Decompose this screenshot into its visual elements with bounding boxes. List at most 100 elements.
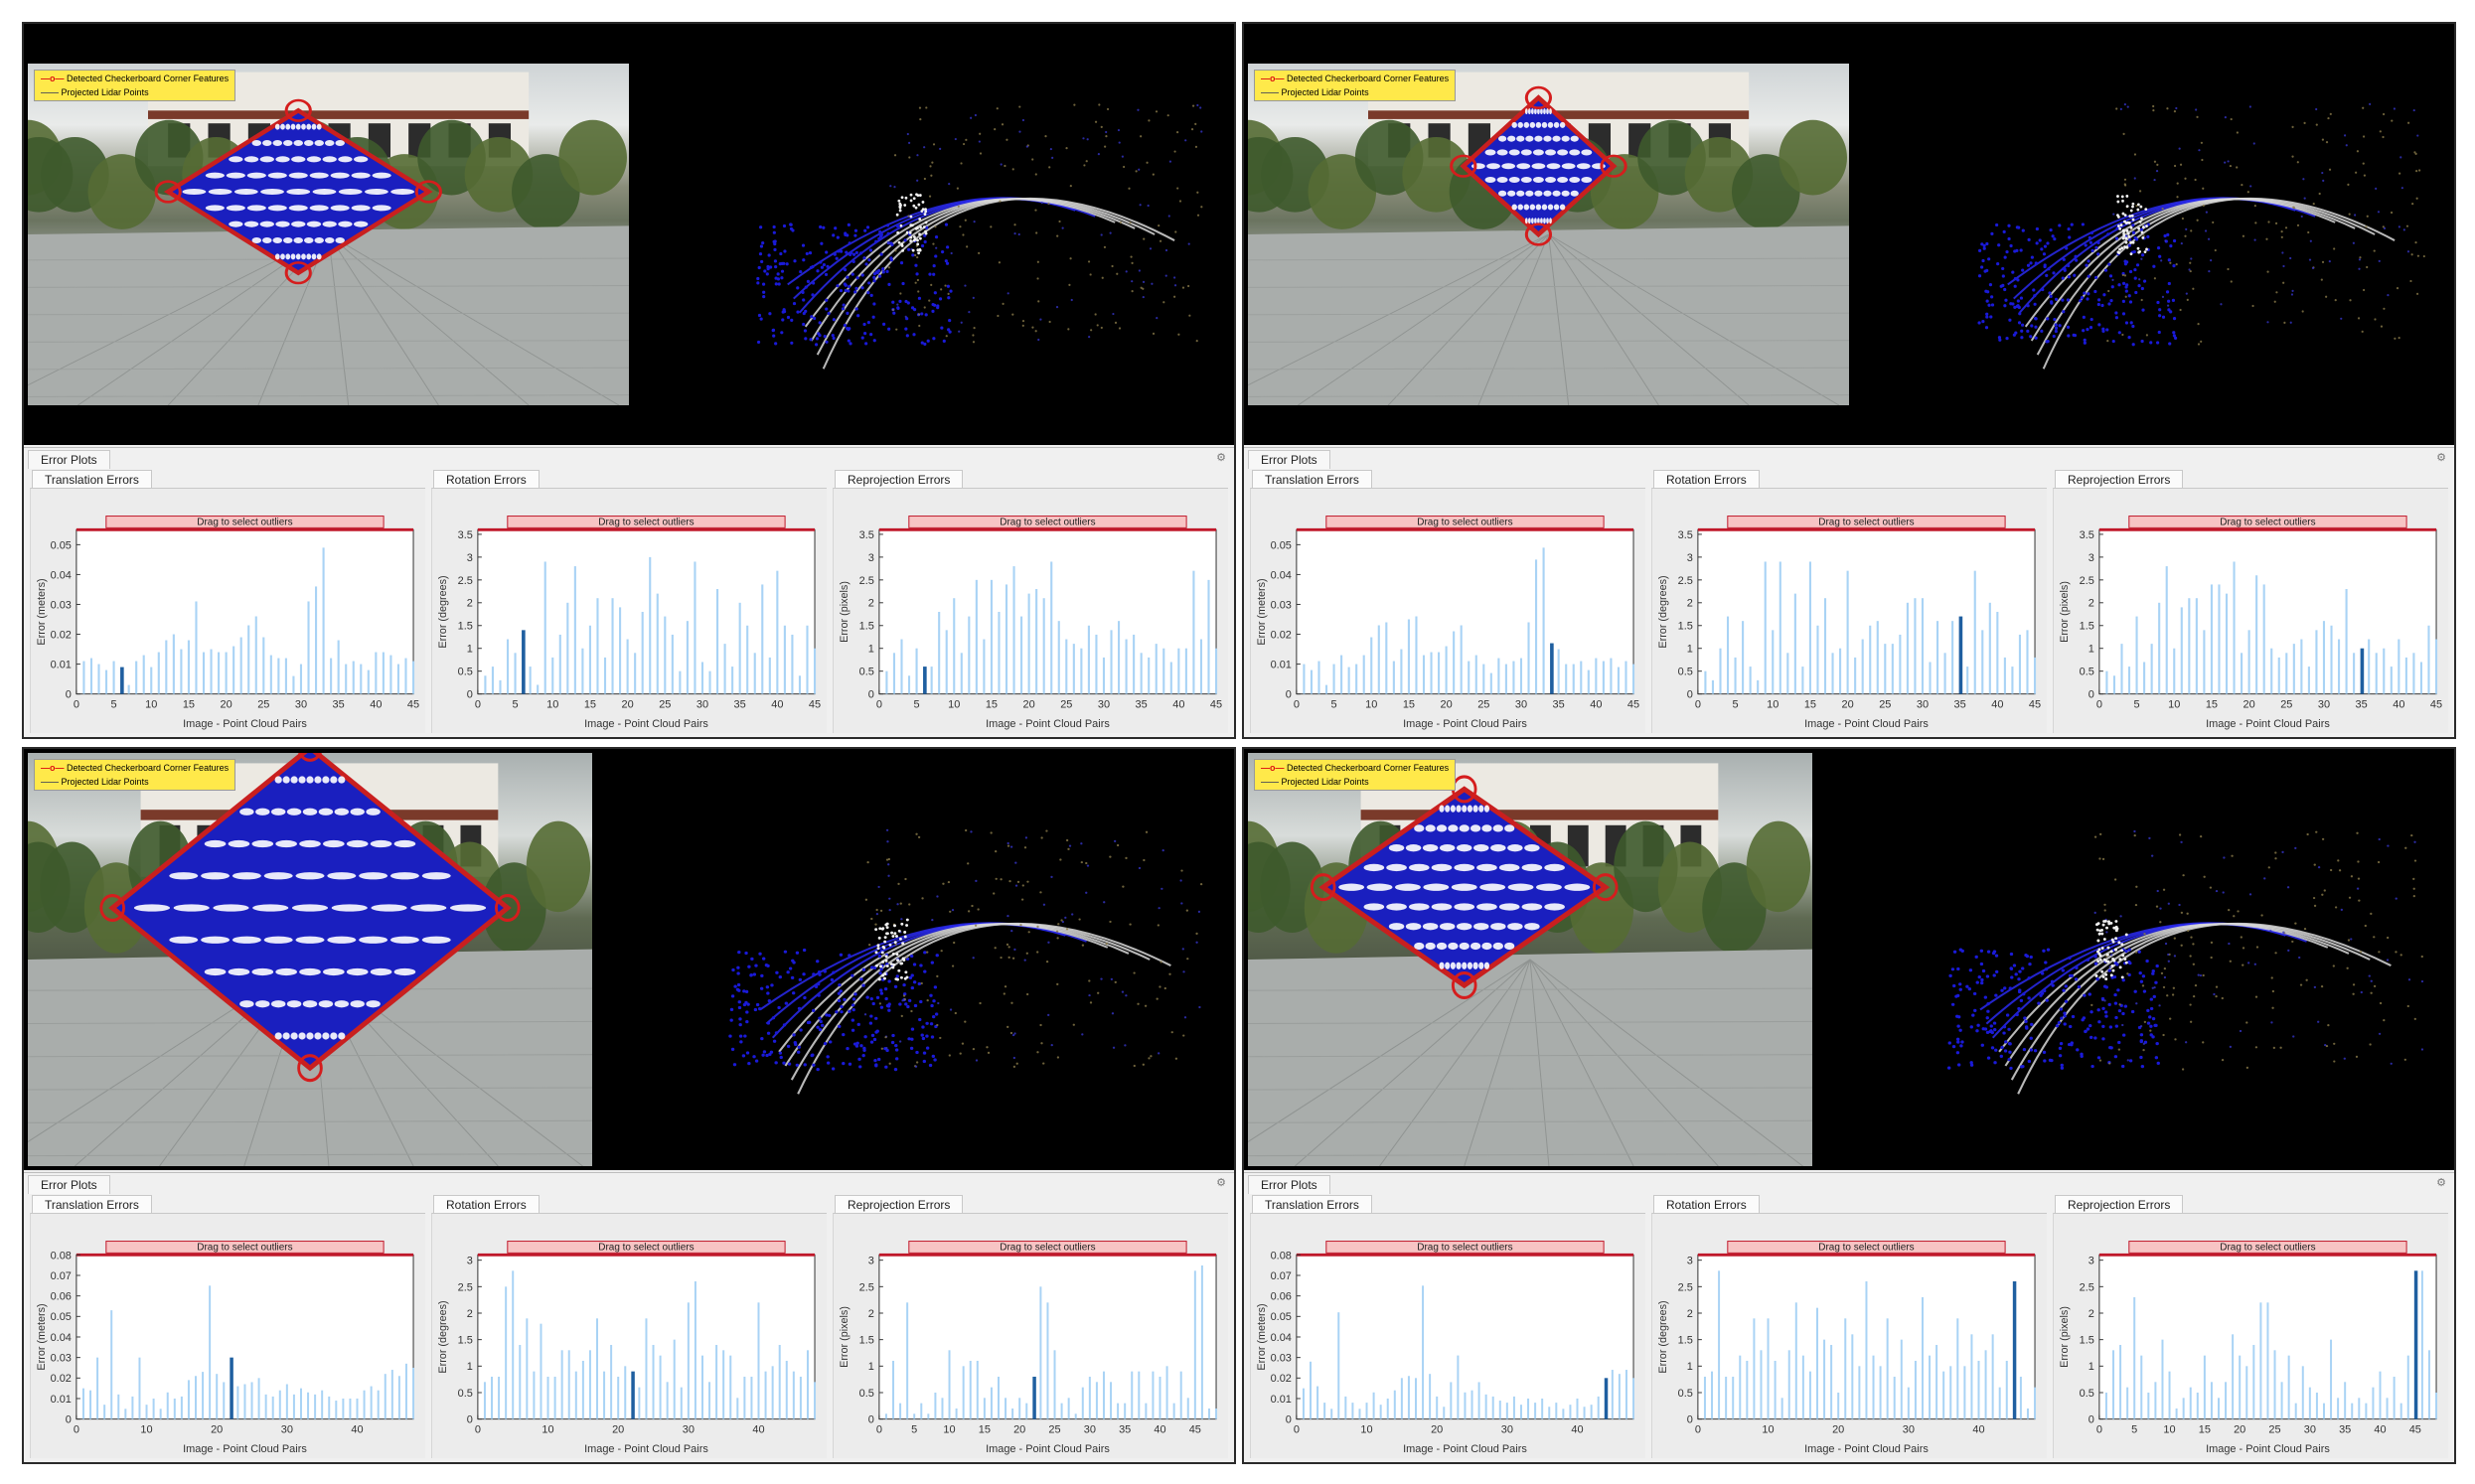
bar[interactable]	[382, 652, 385, 694]
bar[interactable]	[983, 639, 986, 694]
bar[interactable]	[2280, 1382, 2283, 1419]
bar[interactable]	[142, 655, 145, 694]
bar[interactable]	[1977, 1360, 1980, 1419]
bar[interactable]	[1907, 1387, 1910, 1419]
drag-outlier-region[interactable]	[1325, 516, 1605, 528]
bar[interactable]	[173, 1398, 176, 1419]
bar[interactable]	[1565, 664, 1568, 694]
bar[interactable]	[2239, 1355, 2242, 1419]
bar[interactable]	[1131, 1371, 1134, 1419]
bar[interactable]	[1541, 1398, 1544, 1419]
bar[interactable]	[2112, 675, 2116, 694]
bar[interactable]	[223, 1382, 226, 1419]
bar[interactable]	[97, 664, 100, 694]
bar[interactable]	[314, 1394, 317, 1419]
bar[interactable]	[2292, 644, 2295, 694]
bar[interactable]	[1793, 593, 1796, 694]
bar[interactable]	[1749, 667, 1752, 694]
bar[interactable]	[2168, 1371, 2171, 1419]
bar[interactable]	[1914, 1360, 1917, 1419]
tab-error-plots[interactable]: Error Plots	[28, 1175, 110, 1194]
drag-outlier-region[interactable]	[908, 1241, 1187, 1254]
bar[interactable]	[776, 570, 779, 694]
bar[interactable]	[2390, 667, 2393, 694]
bar[interactable]	[1477, 1382, 1480, 1419]
bar[interactable]	[1067, 1398, 1070, 1419]
bar[interactable]	[1443, 1407, 1446, 1419]
bar[interactable]	[1854, 657, 1857, 694]
bar[interactable]	[626, 639, 629, 694]
bar[interactable]	[596, 1318, 598, 1419]
bar[interactable]	[708, 670, 711, 694]
bar[interactable]	[2308, 1387, 2311, 1419]
bar[interactable]	[671, 634, 674, 694]
bar[interactable]	[250, 1382, 253, 1419]
bar[interactable]	[2266, 1302, 2269, 1419]
bar[interactable]	[907, 675, 911, 694]
bar[interactable]	[1891, 644, 1894, 694]
bar[interactable]	[2105, 670, 2108, 694]
bar[interactable]	[798, 675, 802, 694]
bar[interactable]	[157, 652, 160, 694]
bar[interactable]	[700, 662, 704, 694]
bar[interactable]	[239, 637, 242, 694]
bar[interactable]	[1415, 616, 1418, 694]
bar[interactable]	[526, 1318, 529, 1419]
bar[interactable]	[700, 1355, 703, 1419]
bar[interactable]	[1632, 1378, 1635, 1419]
bar[interactable]	[1555, 1403, 1558, 1419]
bar[interactable]	[2196, 1392, 2199, 1419]
bar[interactable]	[1102, 657, 1106, 694]
bar[interactable]	[2255, 575, 2258, 694]
bar[interactable]	[104, 669, 108, 694]
bar[interactable]	[2393, 1376, 2396, 1419]
bar[interactable]	[1460, 625, 1463, 694]
bar[interactable]	[1595, 658, 1598, 694]
bar[interactable]	[2133, 1296, 2136, 1419]
bar[interactable]	[2126, 1387, 2129, 1419]
bar[interactable]	[659, 1355, 662, 1419]
drag-outlier-region[interactable]	[2128, 1241, 2407, 1254]
bar[interactable]	[2135, 616, 2138, 694]
bar[interactable]	[1193, 1270, 1196, 1419]
bar[interactable]	[736, 1398, 739, 1419]
bar[interactable]	[89, 1390, 92, 1419]
bar[interactable]	[262, 637, 265, 694]
bar[interactable]	[1886, 1318, 1889, 1419]
bar[interactable]	[1711, 679, 1715, 694]
bar[interactable]	[195, 601, 198, 694]
bar[interactable]	[1415, 1378, 1417, 1419]
bar[interactable]	[2120, 644, 2123, 694]
bar[interactable]	[1340, 655, 1343, 694]
tab-reprojection-errors[interactable]: Reprojection Errors	[2055, 1195, 2184, 1214]
bar[interactable]	[1110, 1382, 1113, 1419]
bar[interactable]	[150, 667, 153, 694]
bar[interactable]	[159, 1409, 162, 1419]
bar[interactable]	[1005, 584, 1008, 694]
bar[interactable]	[1851, 1334, 1854, 1419]
bar[interactable]	[328, 1396, 331, 1419]
bar[interactable]	[1597, 1396, 1600, 1419]
bar[interactable]	[180, 1396, 183, 1419]
bar[interactable]	[2165, 566, 2168, 694]
bar[interactable]	[412, 1367, 415, 1419]
bar[interactable]	[1929, 662, 1932, 694]
bar[interactable]	[284, 658, 287, 694]
bar[interactable]	[506, 639, 510, 694]
bar[interactable]	[172, 634, 175, 694]
bar[interactable]	[202, 652, 206, 694]
bar[interactable]	[1362, 655, 1365, 694]
bar[interactable]	[292, 675, 295, 694]
bar[interactable]	[2203, 630, 2206, 694]
bar[interactable]	[1138, 1371, 1141, 1419]
bar[interactable]	[1844, 1318, 1847, 1419]
bar[interactable]	[892, 653, 896, 694]
bar[interactable]	[1611, 1370, 1614, 1419]
bar[interactable]	[1963, 1366, 1966, 1419]
bar[interactable]	[2375, 653, 2378, 694]
bar[interactable]	[314, 586, 318, 694]
bar[interactable]	[624, 1366, 627, 1419]
bar[interactable]	[546, 1376, 549, 1419]
bar[interactable]	[1474, 655, 1477, 694]
bar[interactable]	[652, 1344, 655, 1419]
